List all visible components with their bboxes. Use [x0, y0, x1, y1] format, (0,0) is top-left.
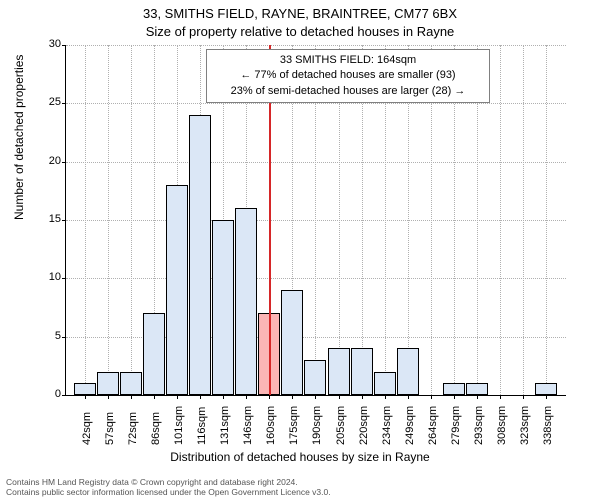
xtick-mark: [315, 395, 316, 399]
xtick-label: 234sqm: [381, 406, 393, 445]
xtick-mark: [200, 395, 201, 399]
bar: [374, 372, 396, 395]
xtick-label: 116sqm: [196, 407, 208, 445]
xtick-label: 205sqm: [335, 406, 347, 445]
ytick-mark: [62, 103, 66, 104]
ytick-mark: [62, 278, 66, 279]
chart-plot-area: 05101520253042sqm57sqm72sqm86sqm101sqm11…: [65, 45, 566, 396]
xtick-mark: [454, 395, 455, 399]
xtick-mark: [246, 395, 247, 399]
bar: [466, 383, 488, 395]
bar: [328, 348, 350, 395]
xtick-mark: [292, 395, 293, 399]
ytick-label: 0: [36, 388, 61, 400]
bar: [397, 348, 419, 395]
bar: [304, 360, 326, 395]
ytick-mark: [62, 220, 66, 221]
xtick-label: 293sqm: [473, 406, 485, 445]
annotation-line: 23% of semi-detached houses are larger (…: [213, 84, 483, 99]
xtick-label: 131sqm: [219, 406, 231, 445]
bar: [189, 115, 211, 395]
xtick-mark: [477, 395, 478, 399]
xtick-label: 42sqm: [81, 412, 93, 445]
xtick-mark: [500, 395, 501, 399]
gridline-v: [500, 45, 501, 395]
ytick-label: 10: [36, 271, 61, 283]
bar: [535, 383, 557, 395]
bar: [351, 348, 373, 395]
xtick-mark: [362, 395, 363, 399]
xtick-label: 175sqm: [288, 406, 300, 445]
bar: [212, 220, 234, 395]
xtick-label: 323sqm: [519, 406, 531, 445]
bar: [235, 208, 257, 395]
xtick-label: 101sqm: [173, 406, 185, 445]
xtick-mark: [546, 395, 547, 399]
gridline-v: [108, 45, 109, 395]
ytick-mark: [62, 162, 66, 163]
ytick-mark: [62, 45, 66, 46]
xtick-mark: [269, 395, 270, 399]
xtick-mark: [154, 395, 155, 399]
annotation-line: ← 77% of detached houses are smaller (93…: [213, 68, 483, 83]
xtick-mark: [85, 395, 86, 399]
bar: [143, 313, 165, 395]
ytick-label: 20: [36, 155, 61, 167]
footer-line2: Contains public sector information licen…: [6, 487, 331, 497]
xtick-label: 338sqm: [542, 406, 554, 445]
xtick-label: 72sqm: [127, 412, 139, 445]
ytick-mark: [62, 337, 66, 338]
ytick-label: 25: [36, 96, 61, 108]
xtick-mark: [523, 395, 524, 399]
gridline-v: [523, 45, 524, 395]
gridline-v: [546, 45, 547, 395]
xtick-mark: [408, 395, 409, 399]
bar: [281, 290, 303, 395]
xtick-mark: [177, 395, 178, 399]
bar: [97, 372, 119, 395]
bar: [166, 185, 188, 395]
annotation-box: 33 SMITHS FIELD: 164sqm← 77% of detached…: [206, 49, 490, 103]
xtick-mark: [339, 395, 340, 399]
bar: [443, 383, 465, 395]
xtick-label: 160sqm: [265, 406, 277, 445]
xtick-label: 220sqm: [358, 406, 370, 445]
xtick-mark: [431, 395, 432, 399]
gridline-v: [131, 45, 132, 395]
xtick-label: 249sqm: [404, 406, 416, 445]
title-sub: Size of property relative to detached ho…: [0, 24, 600, 39]
xtick-label: 57sqm: [104, 412, 116, 445]
y-axis-label: Number of detached properties: [12, 55, 26, 220]
xtick-label: 264sqm: [427, 406, 439, 445]
title-main: 33, SMITHS FIELD, RAYNE, BRAINTREE, CM77…: [0, 6, 600, 21]
xtick-label: 146sqm: [242, 406, 254, 445]
ytick-label: 5: [36, 330, 61, 342]
ytick-label: 15: [36, 213, 61, 225]
ytick-label: 30: [36, 38, 61, 50]
xtick-label: 308sqm: [496, 406, 508, 445]
bar: [74, 383, 96, 395]
xtick-label: 279sqm: [450, 406, 462, 445]
xtick-mark: [131, 395, 132, 399]
footer-attribution: Contains HM Land Registry data © Crown c…: [6, 477, 331, 497]
ytick-mark: [62, 395, 66, 396]
xtick-mark: [108, 395, 109, 399]
xtick-label: 190sqm: [311, 406, 323, 445]
xtick-mark: [223, 395, 224, 399]
xtick-label: 86sqm: [150, 412, 162, 445]
x-axis-label: Distribution of detached houses by size …: [0, 450, 600, 464]
bar: [120, 372, 142, 395]
xtick-mark: [385, 395, 386, 399]
annotation-line: 33 SMITHS FIELD: 164sqm: [213, 53, 483, 68]
footer-line1: Contains HM Land Registry data © Crown c…: [6, 477, 331, 487]
gridline-v: [85, 45, 86, 395]
